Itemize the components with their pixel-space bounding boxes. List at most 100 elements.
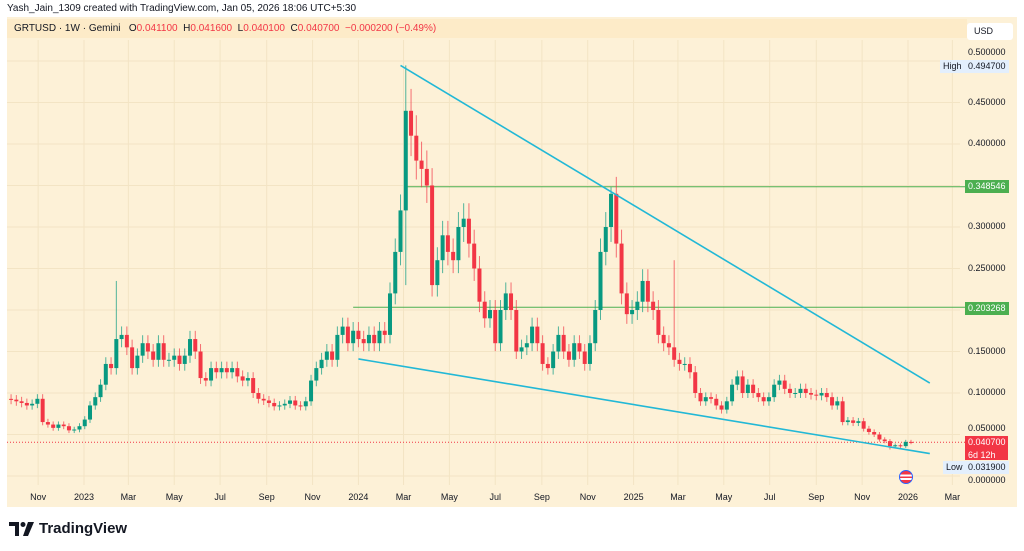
candle-body (514, 310, 519, 352)
candle-body (898, 445, 903, 447)
candle-body (235, 368, 240, 377)
candle-body (414, 135, 419, 161)
chart-panel[interactable] (7, 17, 1017, 507)
price-axis-bg (960, 40, 1017, 485)
candle-body (77, 426, 82, 430)
candle-body (830, 397, 835, 406)
candle-body (335, 334, 340, 360)
candle-body (424, 168, 429, 186)
tradingview-logo[interactable]: TradingView (9, 520, 127, 537)
candle-body (561, 334, 566, 352)
candle-body (872, 432, 877, 435)
time-tick-label: Mar (120, 492, 137, 502)
candle-body (61, 424, 66, 427)
candle-body (577, 343, 582, 352)
candle-body (82, 419, 87, 427)
candle-body (587, 343, 592, 364)
time-tick-label: Jul (489, 492, 501, 502)
candle-body (251, 378, 256, 393)
brand-name: TradingView (39, 520, 128, 537)
candle-body (709, 397, 714, 399)
candle-body (219, 368, 224, 373)
candle-body (714, 398, 719, 406)
candle-body (645, 280, 650, 302)
candle-body (651, 301, 656, 310)
price-tick-label: 0.450000 (968, 96, 1006, 107)
candle-body (303, 401, 308, 407)
candle-body (435, 260, 440, 286)
trendline (400, 64, 931, 384)
time-tick-label: Nov (304, 492, 321, 502)
candle-body (730, 384, 735, 402)
time-tick-label: Mar (395, 492, 412, 502)
candle-body (545, 363, 550, 369)
candle-body (288, 400, 292, 404)
tradingview-logo-icon (9, 521, 34, 536)
candle-body (340, 326, 345, 335)
candle-body (782, 380, 787, 389)
low-value: 0.040100 (243, 23, 285, 34)
last-price: 0.040700 (968, 437, 1006, 447)
candle-body (566, 351, 571, 360)
time-tick-label: 2023 (73, 492, 95, 502)
candle-body (772, 384, 777, 398)
us-flag-event-icon[interactable] (899, 470, 913, 484)
candle-body (161, 343, 166, 360)
candle-body (851, 420, 856, 423)
candle-body (509, 293, 514, 310)
candle-body (472, 243, 477, 269)
candle-body (814, 394, 819, 396)
candle-body (824, 393, 829, 398)
candle-body (693, 372, 698, 393)
candle-body (809, 393, 814, 395)
candle-body (98, 384, 103, 398)
candle-body (624, 293, 629, 315)
candle-body (93, 397, 98, 406)
candle-body (498, 310, 503, 344)
high-tag-value: 0.494700 (965, 60, 1009, 73)
candle-body (540, 343, 545, 364)
candle-body (177, 355, 182, 364)
level-tag-1: 0.348546 (965, 180, 1009, 193)
candle-body (893, 445, 898, 447)
candle-body (19, 401, 24, 403)
candle-body (203, 378, 208, 381)
price-tick-label: 0.250000 (968, 262, 1006, 273)
candle-body (156, 343, 161, 360)
candle-body (745, 384, 750, 393)
candle-body (756, 393, 761, 398)
candle-body (145, 343, 150, 352)
high-label: H (183, 23, 191, 34)
candle-body (109, 363, 114, 369)
time-tick-label: Nov (854, 492, 871, 502)
candle-body (114, 339, 119, 369)
candle-body (677, 359, 682, 364)
candle-body (377, 330, 382, 344)
candle-body (751, 384, 756, 393)
currency-button[interactable]: USD (967, 23, 1013, 40)
candle-body (151, 351, 156, 360)
time-tick-label: Sep (533, 492, 550, 502)
time-tick-label: 2025 (623, 492, 644, 502)
candle-body (14, 399, 19, 402)
candle-body (356, 330, 361, 340)
candle-body (351, 330, 356, 344)
candle-body (461, 218, 466, 227)
candle-body (135, 355, 140, 369)
candle-body (451, 251, 456, 261)
candle-body (277, 405, 282, 407)
candle-body (477, 268, 482, 302)
open-label: O (128, 23, 137, 34)
candle-body (882, 439, 887, 442)
candle-body (256, 393, 261, 399)
time-tick-label: Nov (30, 492, 47, 502)
candle-body (861, 421, 866, 429)
candle-body (609, 193, 614, 227)
time-tick-label: Sep (258, 492, 275, 502)
price-tick-label: 0.000000 (968, 475, 1006, 485)
candle-body (382, 330, 387, 335)
time-tick-label: May (440, 492, 458, 502)
candle-body (272, 402, 277, 407)
candle-body (172, 355, 177, 360)
